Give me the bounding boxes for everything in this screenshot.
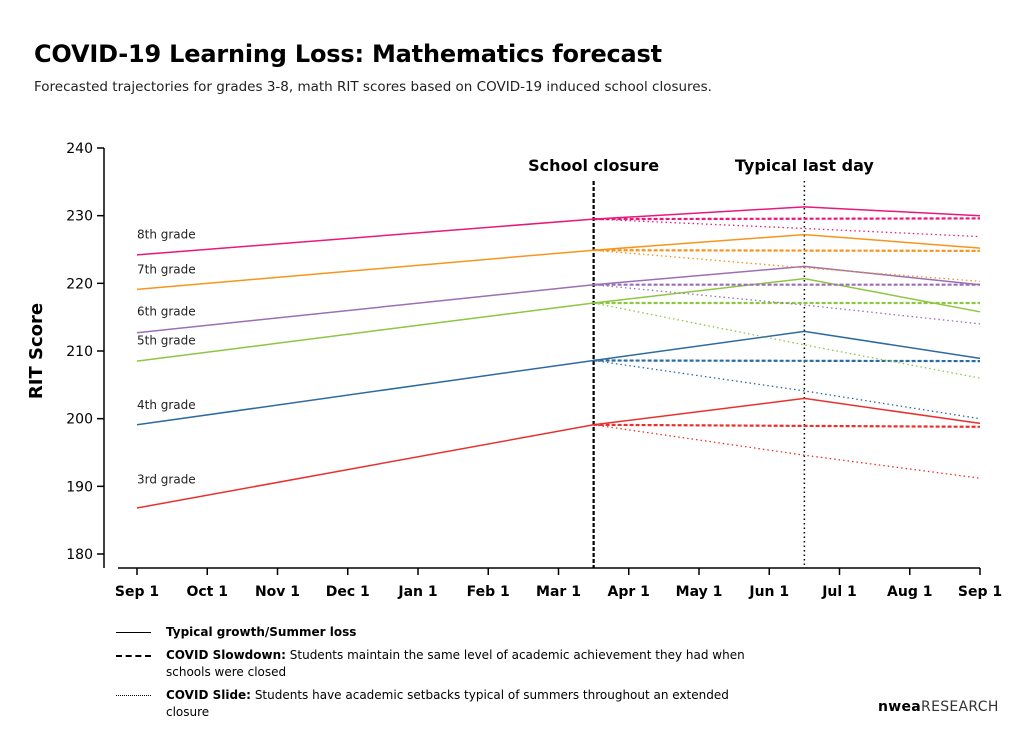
line-chart: 180 190 200 210 220 230 240 Sep 1 Oct 1 Nov 1 Dec … bbox=[26, 141, 1002, 600]
chart-title: COVID-19 Learning Loss: Mathematics fore… bbox=[34, 40, 662, 68]
legend-text-slowdown: Students maintain the same level of acad… bbox=[166, 648, 745, 679]
series-slide-line bbox=[593, 284, 981, 325]
logo-brand: nwea bbox=[878, 699, 922, 715]
legend-text-slide: Students have academic setbacks typical … bbox=[166, 688, 729, 719]
x-tick-label: Sep 1 bbox=[115, 584, 159, 600]
series-slide-line bbox=[593, 302, 981, 379]
x-tick-label: May 1 bbox=[676, 584, 723, 600]
x-tick-label: Aug 1 bbox=[887, 584, 932, 600]
x-tick-label: Apr 1 bbox=[608, 584, 650, 600]
y-tick-label: 190 bbox=[66, 479, 93, 495]
series-label: 7th grade bbox=[137, 263, 196, 277]
legend-item-slide: COVID Slide: Students have academic setb… bbox=[116, 687, 756, 721]
x-tick-label: Dec 1 bbox=[326, 584, 370, 600]
chart-subtitle: Forecasted trajectories for grades 3-8, … bbox=[34, 79, 712, 95]
x-tick-label: Jun 1 bbox=[748, 584, 789, 600]
series-slowdown-line bbox=[593, 217, 981, 221]
x-tick-label: Nov 1 bbox=[255, 584, 300, 600]
legend-item-typical: Typical growth/Summer loss bbox=[116, 624, 756, 641]
x-tick-label: Sep 1 bbox=[958, 584, 1002, 600]
x-tick-label: Mar 1 bbox=[536, 584, 581, 600]
series-slide-line bbox=[593, 359, 981, 420]
series-slowdown-line bbox=[593, 359, 981, 363]
legend-term-slide: COVID Slide: bbox=[166, 688, 251, 702]
x-tick-label: Feb 1 bbox=[467, 584, 510, 600]
dashed-line-swatch bbox=[116, 655, 151, 657]
reference-line-label: Typical last day bbox=[735, 156, 875, 175]
series-label: 3rd grade bbox=[137, 472, 196, 486]
y-tick-label: 240 bbox=[66, 141, 93, 157]
y-axis-label: RIT Score bbox=[26, 303, 47, 399]
legend-term-typical: Typical growth/Summer loss bbox=[166, 625, 357, 639]
x-tick-label: Jul 1 bbox=[821, 584, 857, 600]
series-label: 8th grade bbox=[137, 227, 196, 241]
legend-item-slowdown: COVID Slowdown: Students maintain the sa… bbox=[116, 647, 756, 681]
series-typical-line bbox=[136, 233, 981, 291]
series-slowdown-line bbox=[593, 249, 981, 252]
solid-line-swatch bbox=[116, 632, 151, 633]
series-typical-line bbox=[136, 330, 981, 426]
series-label: 4th grade bbox=[137, 398, 196, 412]
legend-term-slowdown: COVID Slowdown: bbox=[166, 648, 286, 662]
nwea-research-logo: nweaRESEARCH bbox=[878, 699, 999, 715]
y-tick-label: 210 bbox=[66, 344, 93, 360]
reference-line-label: School closure bbox=[528, 156, 659, 175]
y-tick-label: 220 bbox=[66, 276, 93, 292]
series-typical-line bbox=[136, 397, 981, 509]
series-typical-line bbox=[136, 265, 981, 334]
series-slide-line bbox=[593, 424, 981, 479]
chart-legend: Typical growth/Summer loss COVID Slowdow… bbox=[116, 624, 756, 727]
x-tick-label: Jan 1 bbox=[397, 584, 437, 600]
y-tick-label: 200 bbox=[66, 412, 93, 428]
y-tick-label: 180 bbox=[66, 547, 93, 563]
series-typical-line bbox=[136, 206, 981, 256]
logo-suffix: RESEARCH bbox=[921, 699, 999, 715]
y-tick-label: 230 bbox=[66, 209, 93, 225]
x-tick-label: Oct 1 bbox=[186, 584, 228, 600]
series-slowdown-line bbox=[593, 423, 981, 428]
series-slide-line bbox=[593, 249, 981, 282]
series-label: 5th grade bbox=[137, 334, 196, 348]
series-typical-line bbox=[136, 277, 981, 362]
series-slide-line bbox=[593, 218, 981, 238]
series-label: 6th grade bbox=[137, 305, 196, 319]
dotted-line-swatch bbox=[116, 695, 151, 696]
